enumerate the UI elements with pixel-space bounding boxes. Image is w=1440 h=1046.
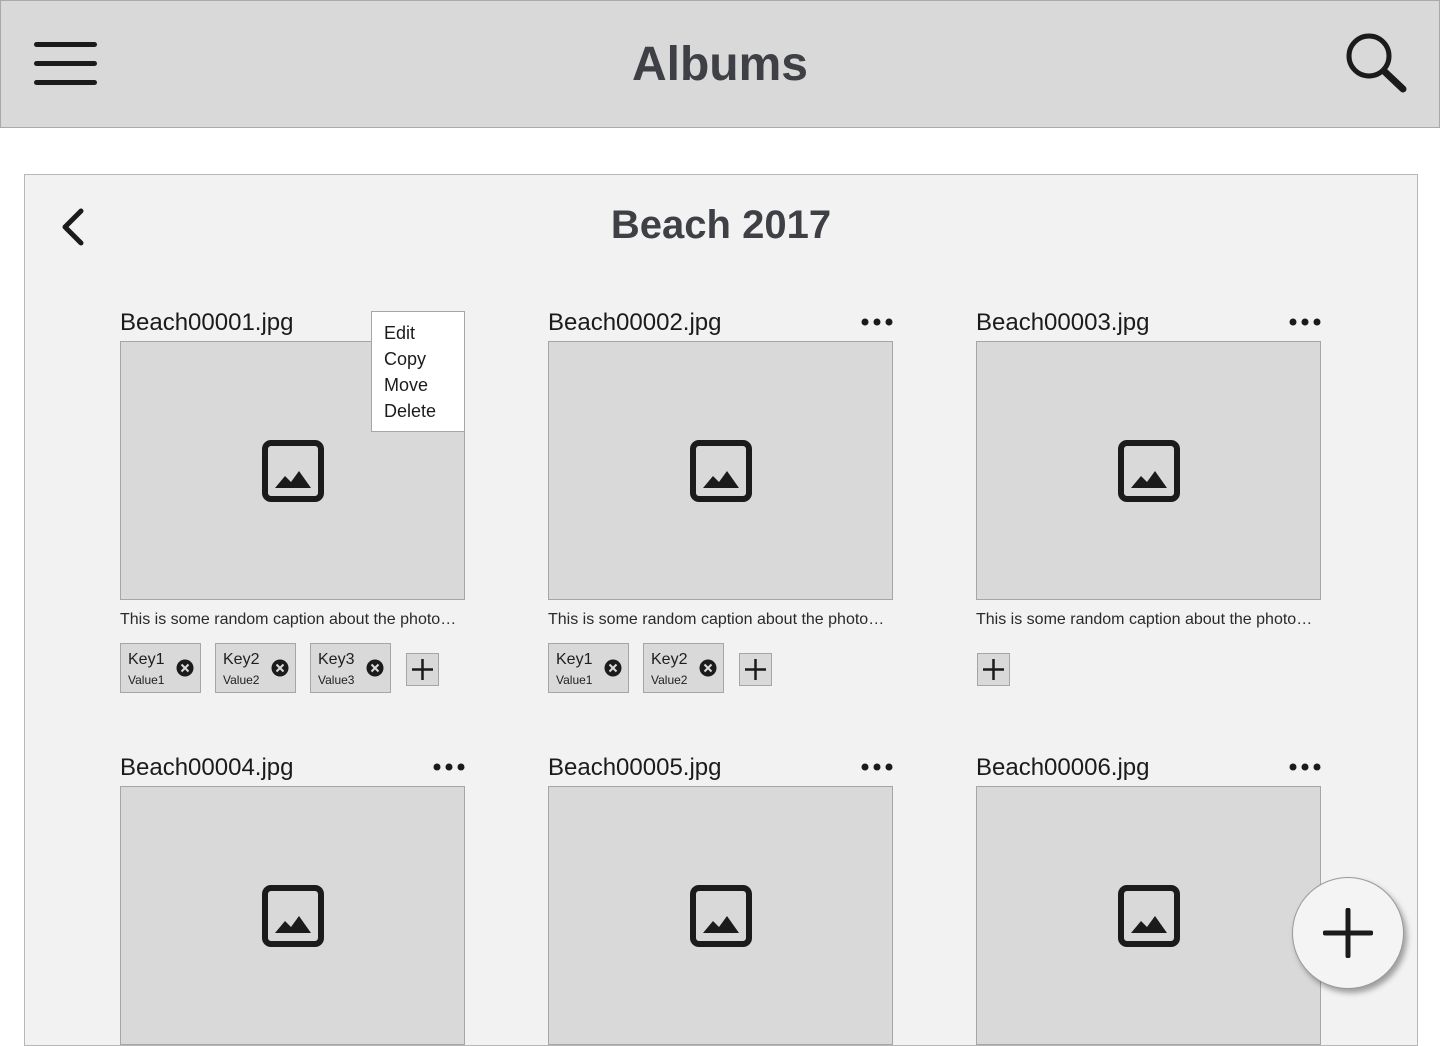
photo-thumbnail[interactable] [120, 786, 465, 1045]
photo-filename: Beach00006.jpg [976, 754, 1150, 781]
menu-item-move[interactable]: Move [384, 375, 429, 395]
menu-item-edit[interactable]: Edit [384, 323, 416, 343]
photo-thumbnail[interactable] [976, 341, 1321, 600]
album-panel: Beach 2017 Beach00001.jpg This is some r… [24, 174, 1418, 1046]
image-placeholder-icon [1118, 885, 1180, 947]
photo-filename: Beach00005.jpg [548, 754, 722, 781]
more-options-icon[interactable] [861, 315, 893, 329]
search-icon[interactable] [1344, 31, 1408, 95]
tag-chip[interactable]: Key1 Value1 [548, 643, 629, 693]
image-placeholder-icon [262, 440, 324, 502]
album-title: Beach 2017 [610, 203, 832, 247]
tag-chip[interactable]: Key2 Value2 [215, 643, 296, 693]
chevron-left-icon[interactable] [57, 207, 89, 247]
tag-chip[interactable]: Key3 Value3 [310, 643, 391, 693]
plus-icon [745, 659, 766, 680]
more-options-icon[interactable] [433, 760, 465, 774]
tag-value: Value2 [651, 673, 688, 687]
plus-icon [412, 659, 433, 680]
remove-tag-icon[interactable] [271, 659, 289, 677]
image-placeholder-icon [690, 885, 752, 947]
photo-thumbnail[interactable] [976, 786, 1321, 1045]
image-placeholder-icon [1118, 440, 1180, 502]
tag-key: Key2 [651, 651, 688, 668]
photo-thumbnail[interactable] [548, 786, 893, 1045]
more-options-icon[interactable] [861, 760, 893, 774]
add-photo-button[interactable] [1292, 877, 1404, 989]
remove-tag-icon[interactable] [366, 659, 384, 677]
tag-key: Key3 [318, 651, 355, 668]
tag-chip[interactable]: Key1 Value1 [120, 643, 201, 693]
tag-key: Key1 [556, 651, 593, 668]
photo-caption: This is some random caption about the ph… [548, 611, 885, 628]
tag-value: Value2 [223, 673, 260, 687]
menu-item-delete[interactable]: Delete [384, 401, 437, 421]
page-title: Albums [631, 38, 808, 91]
plus-icon [983, 659, 1004, 680]
add-tag-button[interactable] [406, 653, 439, 686]
photo-filename: Beach00004.jpg [120, 754, 294, 781]
photo-context-menu: Edit Copy Move Delete [371, 311, 465, 432]
more-options-icon[interactable] [1289, 760, 1321, 774]
image-placeholder-icon [262, 885, 324, 947]
photo-caption: This is some random caption about the ph… [976, 611, 1313, 628]
tag-value: Value1 [128, 673, 165, 687]
photo-filename: Beach00003.jpg [976, 309, 1150, 336]
remove-tag-icon[interactable] [699, 659, 717, 677]
tag-value: Value1 [556, 673, 593, 687]
tag-chip[interactable]: Key2 Value2 [643, 643, 724, 693]
more-options-icon[interactable] [1289, 315, 1321, 329]
tag-key: Key1 [128, 651, 165, 668]
add-tag-button[interactable] [739, 653, 772, 686]
plus-icon [1323, 908, 1373, 958]
photo-filename: Beach00002.jpg [548, 309, 722, 336]
photo-caption: This is some random caption about the ph… [120, 611, 457, 628]
hamburger-menu-icon[interactable] [34, 41, 98, 87]
image-placeholder-icon [690, 440, 752, 502]
menu-item-copy[interactable]: Copy [384, 349, 427, 369]
photo-filename: Beach00001.jpg [120, 309, 294, 336]
photo-thumbnail[interactable] [548, 341, 893, 600]
remove-tag-icon[interactable] [604, 659, 622, 677]
tag-value: Value3 [318, 673, 355, 687]
remove-tag-icon[interactable] [176, 659, 194, 677]
add-tag-button[interactable] [977, 653, 1010, 686]
app-header: Albums [0, 0, 1440, 128]
tag-key: Key2 [223, 651, 260, 668]
